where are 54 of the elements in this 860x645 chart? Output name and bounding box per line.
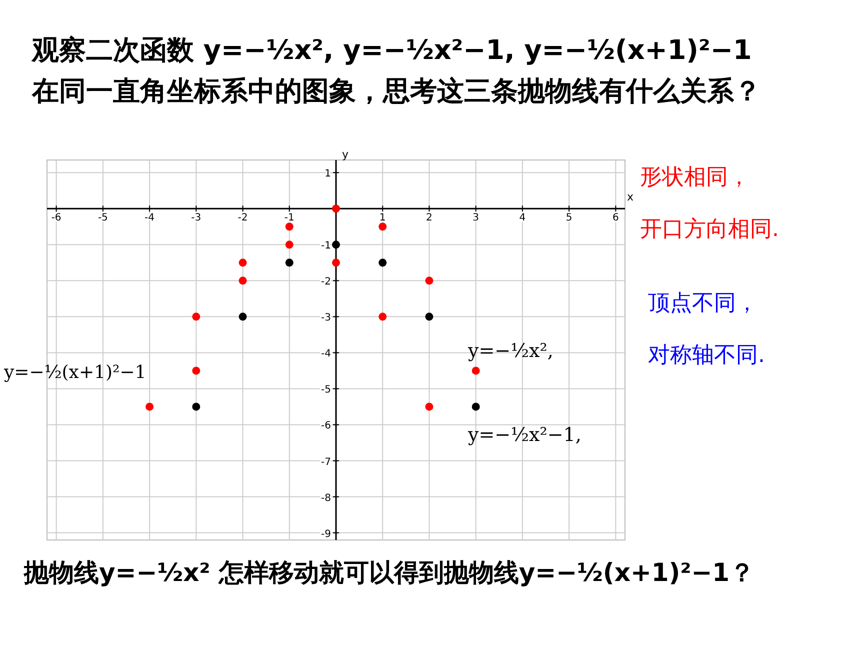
annotation: y=−½(x+1)²−1 [4,362,146,383]
x-tick-label: -3 [191,212,202,224]
text: 对称轴不同. [648,342,765,370]
point [146,402,154,411]
point [238,312,247,321]
point [378,258,387,267]
y-tick-label: -3 [321,312,331,324]
x-tick-label: -4 [144,212,155,224]
point [378,222,387,231]
x-tick-label: 6 [612,212,619,224]
x-axis-title: x [627,190,634,204]
x-tick-label: -2 [238,212,248,224]
y-tick-label: -5 [321,384,331,396]
point [192,366,200,375]
point [332,240,340,249]
y-tick-label: -2 [321,276,331,288]
point [238,258,247,267]
point [425,402,434,411]
x-tick-label: 4 [519,212,526,224]
text: 顶点不同， [648,290,758,318]
annotation: y=−½x²−1, [468,424,582,446]
point [378,312,387,321]
x-tick-label: 3 [472,212,480,224]
y-tick-label: 1 [324,168,331,180]
point [285,222,294,231]
point [332,204,340,213]
point [238,276,247,285]
point [192,312,200,321]
y-axis-title: y [342,148,349,161]
x-tick-label: -6 [51,212,62,224]
annotation: y=−½x², [468,340,554,362]
chart-title: 观察二次函数 y=−½x², y=−½x²−1, y=−½(x+1)²−1 在同一直角坐标系中的图象，思考这三条抛物线有什么关系？ [32,34,762,109]
x-tick-label: 2 [426,212,432,224]
x-tick-label: 1 [379,212,386,224]
text: 抛物线y=−½x² 怎样移动就可以得到抛物线y=−½(x+1)²−1？ [24,557,756,589]
y-tick-label: -4 [321,348,331,360]
point [285,258,294,267]
point [285,240,294,249]
point [332,258,340,267]
y-tick-label: -9 [321,528,331,540]
point [425,312,434,321]
x-tick-label: -1 [284,212,294,224]
y-tick-label: -8 [321,492,331,504]
x-tick-label: 5 [566,212,572,224]
point [425,276,434,285]
text: 形状相同， [640,164,750,192]
x-tick-label: -5 [98,212,108,224]
point [472,402,480,411]
y-tick-label: -6 [321,420,331,432]
y-tick-label: -1 [321,240,331,252]
y-tick-label: -7 [321,456,331,468]
point [192,402,200,411]
text: 开口方向相同. [640,216,779,244]
point [472,366,480,375]
